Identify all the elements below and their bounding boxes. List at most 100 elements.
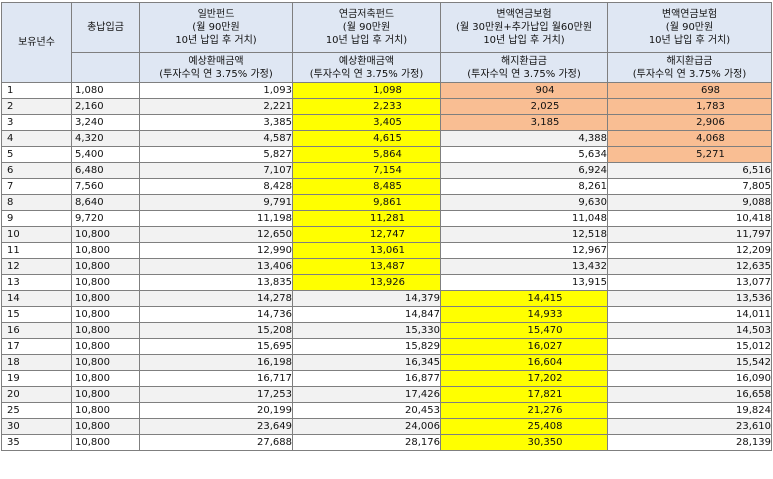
cell-total-paid: 3,240 xyxy=(71,114,140,131)
cell-years-held: 14 xyxy=(1,290,72,307)
header-metric-annuity: 해지환급금 (투자수익 연 3.75% 가정) xyxy=(607,52,772,83)
table-row: 18 10,800 16,198 16,345 16,604 15,542 xyxy=(1,354,772,371)
table-row: 17 10,800 15,695 15,829 16,027 15,012 xyxy=(1,338,772,355)
cell-annuity-additional: 16,027 xyxy=(440,338,608,355)
table-row: 15 10,800 14,736 14,847 14,933 14,011 xyxy=(1,306,772,323)
cell-annuity: 2,906 xyxy=(607,114,772,131)
header-total-paid: 총납입금 xyxy=(71,2,140,53)
table-row: 14 10,800 14,278 14,379 14,415 13,536 xyxy=(1,290,772,307)
cell-general-fund: 23,649 xyxy=(139,418,293,435)
cell-general-fund: 9,791 xyxy=(139,194,293,211)
cell-total-paid: 10,800 xyxy=(71,386,140,403)
cell-pension-fund: 1,098 xyxy=(292,82,441,99)
cell-pension-fund: 3,405 xyxy=(292,114,441,131)
cell-pension-fund: 24,006 xyxy=(292,418,441,435)
cell-general-fund: 13,406 xyxy=(139,258,293,275)
table-header: 보유년수 총납입금 일반펀드 (월 90만원 10년 납입 후 거치) 연금저축펀드… xyxy=(1,2,772,83)
cell-years-held: 7 xyxy=(1,178,72,195)
cell-years-held: 25 xyxy=(1,402,72,419)
cell-pension-fund: 16,877 xyxy=(292,370,441,387)
cell-pension-fund: 14,379 xyxy=(292,290,441,307)
cell-pension-fund: 8,485 xyxy=(292,178,441,195)
cell-years-held: 6 xyxy=(1,162,72,179)
cell-total-paid: 10,800 xyxy=(71,226,140,243)
cell-years-held: 5 xyxy=(1,146,72,163)
cell-annuity-additional: 11,048 xyxy=(440,210,608,227)
cell-annuity: 12,209 xyxy=(607,242,772,259)
cell-total-paid: 4,320 xyxy=(71,130,140,147)
cell-annuity: 28,139 xyxy=(607,434,772,451)
cell-general-fund: 11,198 xyxy=(139,210,293,227)
cell-annuity-additional: 15,470 xyxy=(440,322,608,339)
cell-pension-fund: 12,747 xyxy=(292,226,441,243)
cell-general-fund: 14,278 xyxy=(139,290,293,307)
cell-annuity-additional: 25,408 xyxy=(440,418,608,435)
cell-pension-fund: 13,926 xyxy=(292,274,441,291)
cell-general-fund: 13,835 xyxy=(139,274,293,291)
cell-general-fund: 17,253 xyxy=(139,386,293,403)
cell-pension-fund: 13,061 xyxy=(292,242,441,259)
cell-annuity: 698 xyxy=(607,82,772,99)
cell-annuity: 13,536 xyxy=(607,290,772,307)
cell-general-fund: 4,587 xyxy=(139,130,293,147)
cell-total-paid: 10,800 xyxy=(71,306,140,323)
table-row: 2 2,160 2,221 2,233 2,025 1,783 xyxy=(1,98,772,115)
cell-annuity: 13,077 xyxy=(607,274,772,291)
cell-years-held: 4 xyxy=(1,130,72,147)
cell-pension-fund: 2,233 xyxy=(292,98,441,115)
cell-annuity-additional: 16,604 xyxy=(440,354,608,371)
cell-total-paid: 9,720 xyxy=(71,210,140,227)
header-variable-annuity: 변액연금보험 (월 90만원 10년 납입 후 거치) xyxy=(607,2,772,53)
table-row: 20 10,800 17,253 17,426 17,821 16,658 xyxy=(1,386,772,403)
cell-general-fund: 12,650 xyxy=(139,226,293,243)
cell-pension-fund: 4,615 xyxy=(292,130,441,147)
cell-annuity: 16,090 xyxy=(607,370,772,387)
cell-annuity-additional: 30,350 xyxy=(440,434,608,451)
cell-total-paid: 5,400 xyxy=(71,146,140,163)
cell-years-held: 30 xyxy=(1,418,72,435)
cell-years-held: 19 xyxy=(1,370,72,387)
header-metric-general-fund: 예상환매금액 (투자수익 연 3.75% 가정) xyxy=(139,52,293,83)
cell-years-held: 20 xyxy=(1,386,72,403)
cell-annuity-additional: 13,432 xyxy=(440,258,608,275)
cell-years-held: 10 xyxy=(1,226,72,243)
cell-years-held: 16 xyxy=(1,322,72,339)
cell-annuity-additional: 21,276 xyxy=(440,402,608,419)
cell-general-fund: 2,221 xyxy=(139,98,293,115)
cell-general-fund: 16,198 xyxy=(139,354,293,371)
cell-general-fund: 27,688 xyxy=(139,434,293,451)
cell-pension-fund: 5,864 xyxy=(292,146,441,163)
cell-years-held: 13 xyxy=(1,274,72,291)
cell-pension-fund: 15,829 xyxy=(292,338,441,355)
cell-annuity-additional: 5,634 xyxy=(440,146,608,163)
cell-total-paid: 10,800 xyxy=(71,370,140,387)
cell-annuity: 15,012 xyxy=(607,338,772,355)
table-row: 10 10,800 12,650 12,747 12,518 11,797 xyxy=(1,226,772,243)
cell-years-held: 2 xyxy=(1,98,72,115)
table-row: 3 3,240 3,385 3,405 3,185 2,906 xyxy=(1,114,772,131)
cell-total-paid: 10,800 xyxy=(71,418,140,435)
cell-total-paid: 1,080 xyxy=(71,82,140,99)
cell-annuity-additional: 6,924 xyxy=(440,162,608,179)
cell-years-held: 18 xyxy=(1,354,72,371)
cell-years-held: 1 xyxy=(1,82,72,99)
table-row: 9 9,720 11,198 11,281 11,048 10,418 xyxy=(1,210,772,227)
cell-annuity: 14,503 xyxy=(607,322,772,339)
table-row: 7 7,560 8,428 8,485 8,261 7,805 xyxy=(1,178,772,195)
table-row: 16 10,800 15,208 15,330 15,470 14,503 xyxy=(1,322,772,339)
cell-general-fund: 15,208 xyxy=(139,322,293,339)
cell-years-held: 3 xyxy=(1,114,72,131)
cell-years-held: 11 xyxy=(1,242,72,259)
table-body: 1 1,080 1,093 1,098 904 698 2 2,160 2,221 2,233 2,… xyxy=(1,82,772,451)
cell-annuity-additional: 17,202 xyxy=(440,370,608,387)
cell-annuity: 7,805 xyxy=(607,178,772,195)
cell-annuity: 23,610 xyxy=(607,418,772,435)
cell-pension-fund: 11,281 xyxy=(292,210,441,227)
cell-annuity-additional: 2,025 xyxy=(440,98,608,115)
cell-general-fund: 5,827 xyxy=(139,146,293,163)
cell-years-held: 12 xyxy=(1,258,72,275)
cell-total-paid: 10,800 xyxy=(71,274,140,291)
cell-pension-fund: 28,176 xyxy=(292,434,441,451)
table-row: 19 10,800 16,717 16,877 17,202 16,090 xyxy=(1,370,772,387)
header-metric-annuity-additional: 해지환급금 (투자수익 연 3.75% 가정) xyxy=(440,52,608,83)
